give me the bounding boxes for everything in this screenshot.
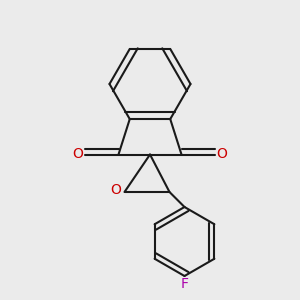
Text: O: O (111, 184, 122, 197)
Text: O: O (73, 148, 83, 161)
Text: O: O (217, 148, 227, 161)
Text: F: F (181, 278, 188, 291)
